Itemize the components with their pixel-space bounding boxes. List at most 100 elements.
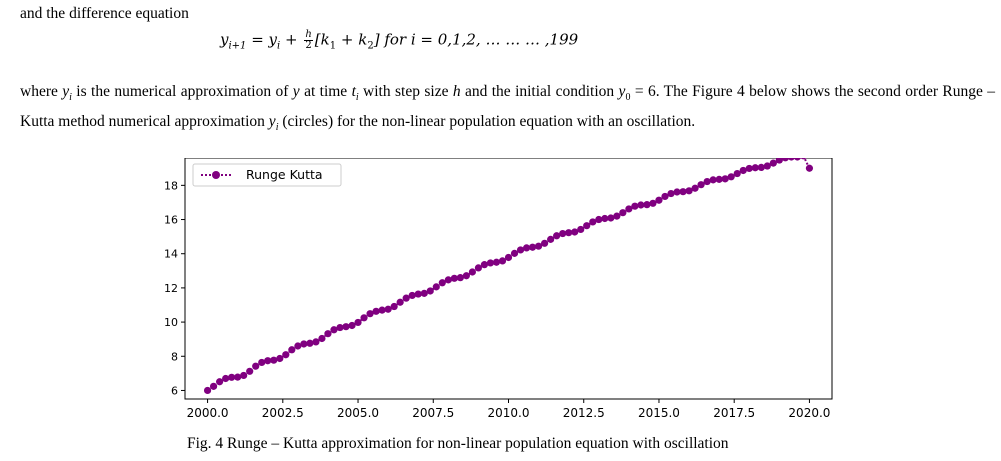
- legend-label: Runge Kutta: [246, 167, 323, 182]
- y-tick-label: 12: [164, 282, 178, 295]
- data-point: [697, 181, 705, 189]
- data-point: [619, 209, 627, 217]
- eq-lhs: y: [220, 30, 229, 49]
- para-t-sub: i: [355, 92, 359, 104]
- data-point: [360, 314, 368, 322]
- para-text-3: at time: [299, 83, 352, 100]
- legend-marker: [212, 171, 220, 179]
- data-point: [601, 214, 609, 223]
- plot-frame: [184, 158, 833, 400]
- data-point: [414, 290, 422, 298]
- data-point: [318, 334, 326, 343]
- eq-sign: =: [246, 30, 269, 49]
- data-point: [456, 274, 464, 282]
- para-text-5: and the initial condition: [460, 83, 619, 100]
- data-point: [577, 225, 585, 234]
- x-tick-label: 2012.5: [563, 406, 605, 420]
- data-point: [673, 188, 681, 196]
- eq-lhs-sub: i+1: [228, 40, 247, 52]
- data-point: [541, 239, 549, 247]
- data-point: [324, 330, 332, 338]
- data-point: [408, 291, 416, 300]
- data-point: [390, 302, 398, 311]
- x-axis: 2000.0 2002.5 2005.0 2007.5 2010.0 2012.5 2015…: [187, 399, 830, 420]
- data-point: [625, 205, 633, 213]
- data-point: [444, 276, 452, 284]
- data-point: [384, 305, 392, 313]
- data-point: [775, 158, 783, 164]
- data-point: [763, 162, 771, 170]
- y-tick-label: 14: [164, 248, 178, 261]
- data-point: [246, 367, 254, 375]
- data-point: [336, 323, 344, 332]
- data-point: [426, 287, 434, 295]
- data-point: [203, 386, 212, 395]
- eq-k2-sub: 2: [367, 40, 374, 52]
- data-point: [781, 158, 789, 162]
- para-text-7: (circles) for the non-linear population …: [278, 113, 696, 131]
- para-y: y: [292, 83, 300, 100]
- data-point: [288, 346, 296, 354]
- figure-4-chart: 2000.0 2002.5 2005.0 2007.5 2010.0 2012.5 2015…: [164, 158, 833, 420]
- eq-frac-num: h: [304, 29, 313, 41]
- legend: Runge Kutta: [192, 163, 342, 187]
- data-point: [727, 173, 735, 181]
- data-point: [769, 159, 777, 167]
- x-tick-label: 2015.0: [638, 406, 680, 420]
- eq-y-sub: i: [277, 40, 281, 52]
- data-point: [510, 249, 519, 257]
- x-tick-label: 2002.5: [262, 406, 304, 420]
- data-point: [571, 228, 579, 236]
- data-point: [805, 164, 814, 172]
- data-point: [715, 175, 723, 183]
- series-markers-runge-kutta: [203, 158, 814, 395]
- data-point: [480, 261, 489, 269]
- para-yi-sub: i: [69, 92, 72, 104]
- data-point: [733, 169, 741, 178]
- data-point: [306, 339, 314, 347]
- para-y0-sub: 0: [625, 92, 631, 104]
- data-point: [661, 192, 669, 201]
- para-yi2: y: [268, 113, 276, 131]
- x-tick-label: 2010.0: [488, 406, 530, 420]
- data-point: [228, 373, 236, 381]
- x-tick-label: 2000.0: [187, 406, 229, 420]
- para-text-2: is the numerical approximation of: [71, 83, 293, 100]
- data-point: [679, 188, 687, 196]
- data-point: [685, 187, 693, 195]
- data-point: [312, 338, 320, 346]
- data-point: [234, 373, 242, 381]
- data-point: [516, 246, 525, 254]
- para-yi: y: [62, 83, 70, 100]
- eq-plus: +: [280, 30, 303, 49]
- data-point: [474, 264, 483, 272]
- data-point: [800, 158, 807, 160]
- data-point: [589, 218, 597, 226]
- data-point: [709, 176, 717, 184]
- data-point: [583, 222, 591, 230]
- data-point: [631, 202, 639, 210]
- data-point: [667, 189, 675, 198]
- y-tick-label: 6: [171, 384, 178, 397]
- para-text-6: = 6. The Figure 4 below shows the second…: [20, 83, 995, 131]
- data-point: [607, 214, 615, 222]
- data-point: [240, 371, 248, 380]
- y-tick-label: 8: [171, 350, 178, 363]
- data-point: [534, 242, 543, 250]
- eq-frac-den: 2: [305, 40, 312, 51]
- data-point: [420, 289, 428, 297]
- para-h: h: [452, 83, 461, 100]
- data-point: [649, 199, 657, 207]
- para-yi2-sub: i: [275, 122, 279, 134]
- data-point: [595, 215, 603, 224]
- eq-bracket-close: ]: [373, 30, 380, 49]
- data-point: [691, 184, 699, 192]
- data-point: [721, 175, 729, 183]
- eq-y: y: [268, 30, 278, 49]
- data-point: [282, 351, 290, 359]
- data-point: [492, 258, 501, 266]
- figure-caption: Fig. 4 Runge – Kutta approximation for n…: [187, 435, 729, 452]
- data-point: [751, 164, 759, 172]
- data-point: [264, 357, 272, 365]
